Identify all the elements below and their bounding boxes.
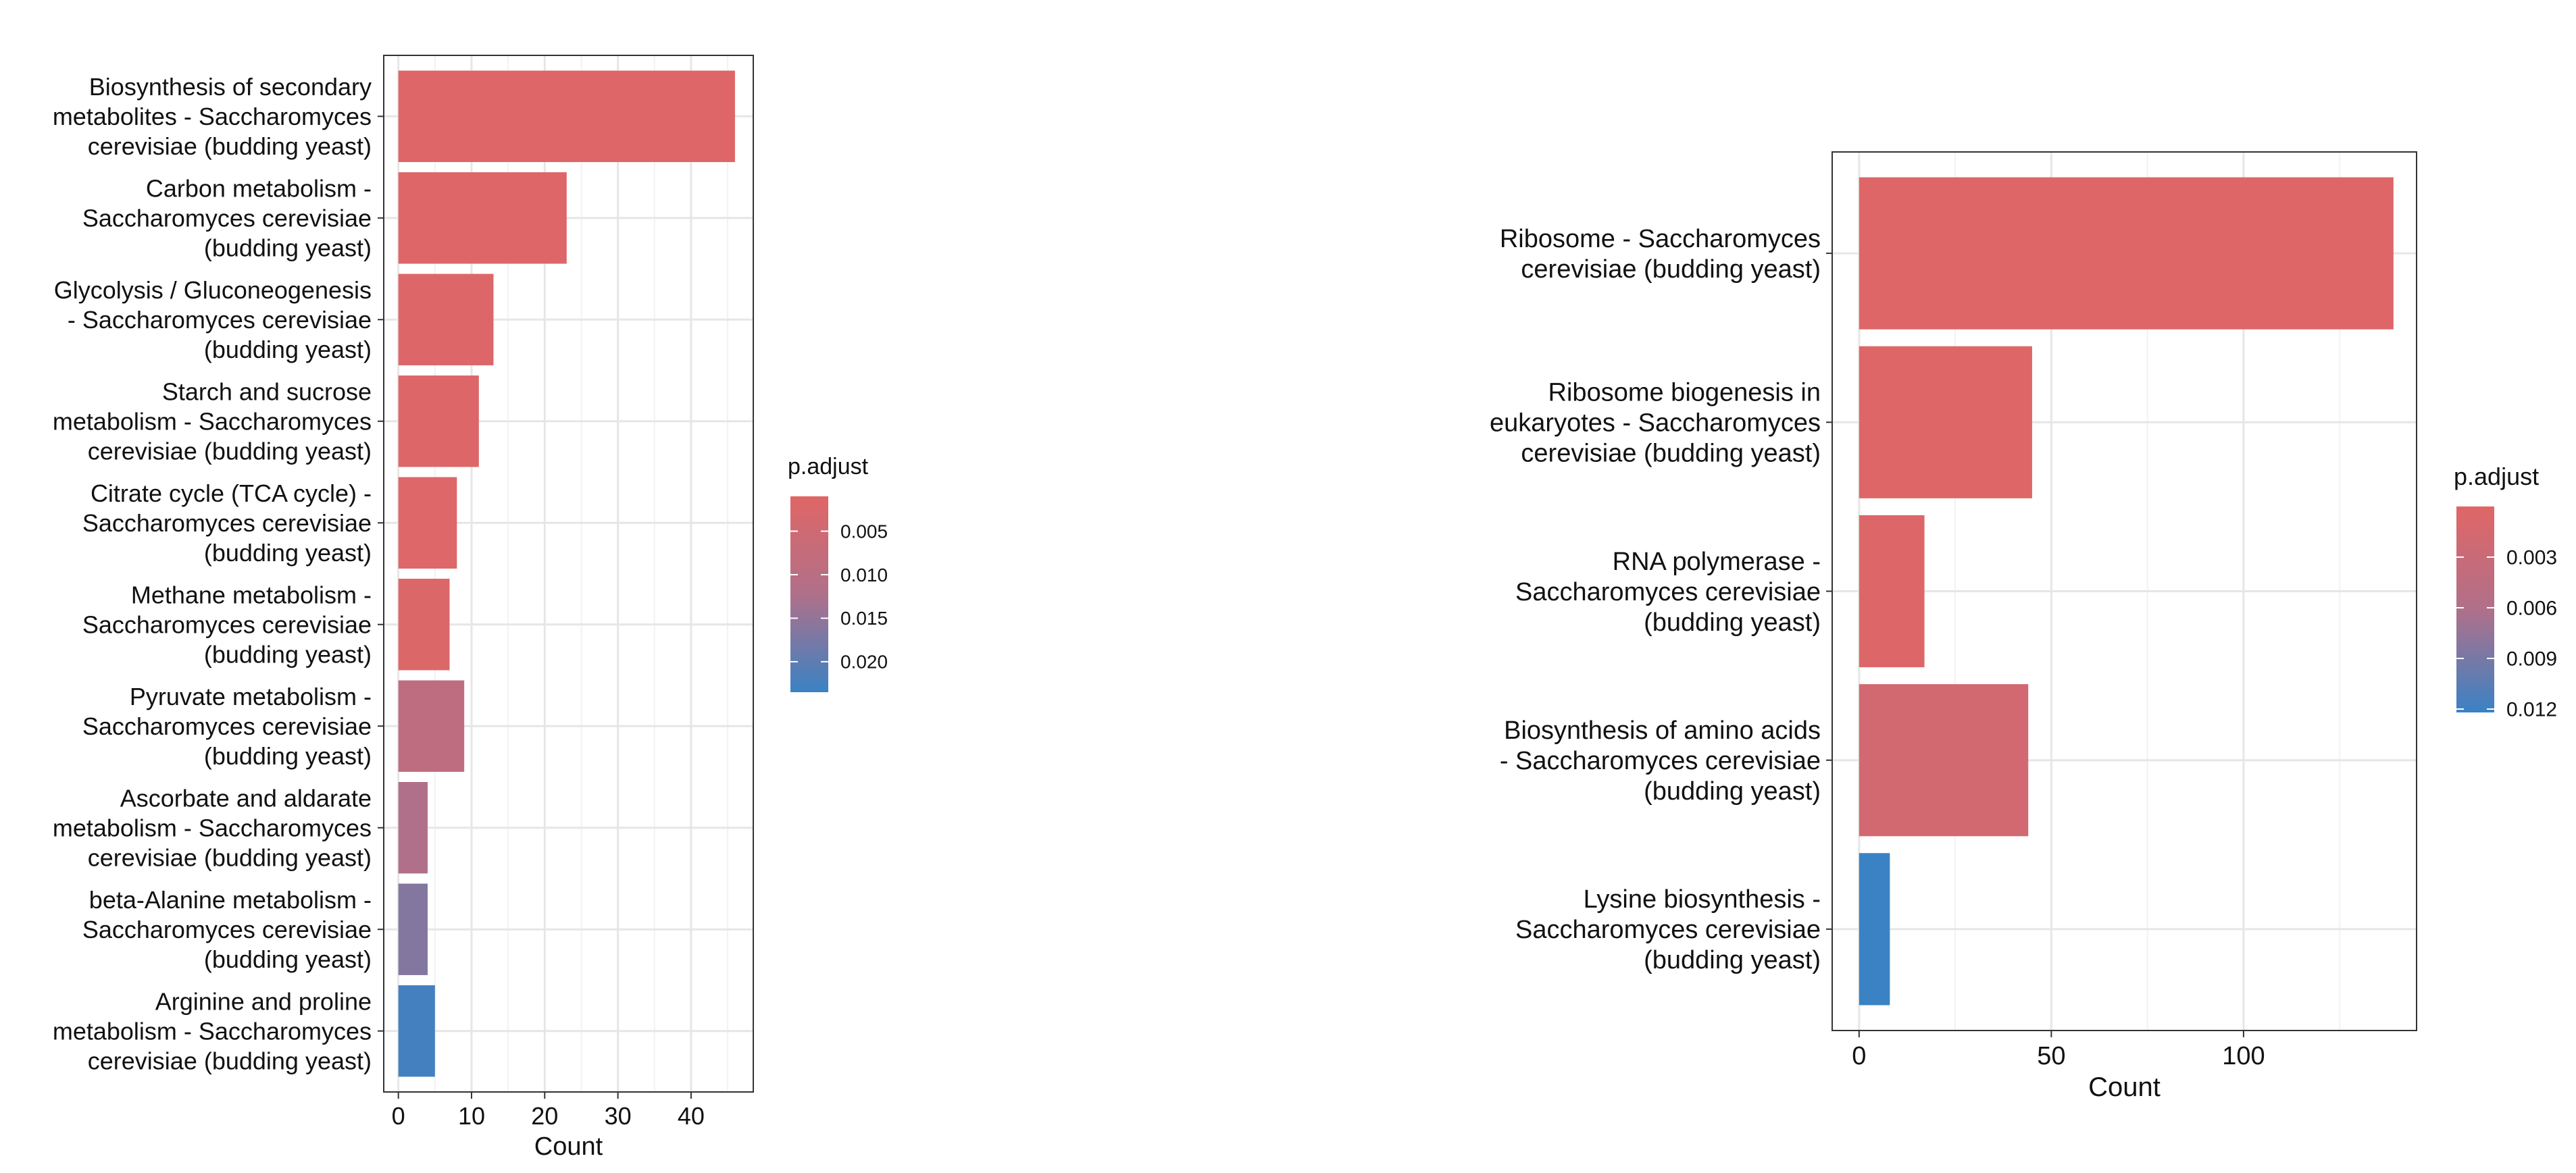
y-tick-label: Ribosome - Saccharomyces cerevisiae (budd… <box>1500 225 1821 284</box>
bar <box>398 172 567 264</box>
x-tick-label: 10 <box>458 1102 485 1130</box>
colorbar-tick-label: 0.012 <box>2506 699 2557 721</box>
y-tick-label: Biosynthesis of secondary metabolites - S… <box>53 73 372 160</box>
chart-1: Biosynthesis of secondary metabolites - S… <box>53 55 888 1161</box>
x-tick-label: 20 <box>531 1102 558 1130</box>
x-tick-label: 50 <box>2037 1042 2065 1070</box>
x-tick-label: 100 <box>2222 1042 2265 1070</box>
y-tick-label: Pyruvate metabolism -Saccharomyces cerev… <box>82 683 372 770</box>
bar <box>398 70 735 163</box>
colorbar <box>790 496 828 692</box>
y-tick-label: Methane metabolism -Saccharomyces cerevi… <box>82 581 372 668</box>
bar <box>398 985 435 1077</box>
legend-title: p.adjust <box>2454 463 2539 490</box>
y-tick-label: Glycolysis / Gluconeogenesis - Saccharomy… <box>54 276 372 363</box>
bar <box>1859 346 2032 498</box>
y-tick-label: beta-Alanine metabolism -Saccharomyces c… <box>82 886 372 973</box>
x-tick-label: 30 <box>605 1102 632 1130</box>
bar <box>1859 515 1925 668</box>
colorbar-tick-label: 0.005 <box>840 521 888 542</box>
bar <box>1859 853 1890 1006</box>
bar <box>1859 684 2029 837</box>
legend-title: p.adjust <box>788 454 869 479</box>
y-tick-label: RNA polymerase -Saccharomyces cerevisiae… <box>1515 548 1821 637</box>
colorbar-tick-label: 0.015 <box>840 608 888 629</box>
bar <box>398 477 457 569</box>
bar <box>398 782 428 874</box>
plot-border <box>383 55 754 1093</box>
colorbar <box>2456 506 2494 712</box>
colorbar-tick-label: 0.009 <box>2506 648 2557 671</box>
x-tick-label: 0 <box>1852 1042 1866 1070</box>
bar <box>398 375 479 467</box>
bar <box>1859 177 2394 330</box>
bar <box>398 883 428 975</box>
chart-2: Ribosome - Saccharomyces cerevisiae (budd… <box>1490 151 2557 1102</box>
y-tick-label: Citrate cycle (TCA cycle) -Saccharomyces… <box>82 479 372 567</box>
x-axis-title: Count <box>2088 1072 2161 1102</box>
y-tick-label: Ribosome biogenesis in eukaryotes - Sacch… <box>1490 379 1821 468</box>
bar <box>398 579 450 671</box>
colorbar-tick-label: 0.010 <box>840 565 888 585</box>
y-tick-label: Biosynthesis of amino acids - Saccharomyc… <box>1500 716 1821 806</box>
bar <box>398 680 465 772</box>
bar <box>398 273 494 365</box>
y-tick-label: Ascorbate and aldarate metabolism - Sacch… <box>53 784 372 871</box>
x-tick-label: 0 <box>392 1102 405 1130</box>
y-tick-label: Starch and sucrose metabolism - Saccharom… <box>53 377 372 465</box>
y-tick-label: Arginine and proline metabolism - Sacchar… <box>53 987 372 1074</box>
x-tick-label: 40 <box>678 1102 705 1130</box>
y-tick-label: Lysine biosynthesis -Saccharomyces cerev… <box>1515 885 1821 974</box>
x-axis-title: Count <box>534 1132 603 1161</box>
p-adjust-legend: p.adjust 0.003 0.006 0.009 0.012 <box>2454 463 2557 721</box>
y-tick-label: Carbon metabolism -Saccharomyces cerevis… <box>82 174 372 261</box>
colorbar-tick-label: 0.006 <box>2506 598 2557 620</box>
p-adjust-legend: p.adjust 0.005 0.010 0.015 0.020 <box>788 454 888 692</box>
colorbar-tick-label: 0.003 <box>2506 547 2557 569</box>
colorbar-tick-label: 0.020 <box>840 652 888 673</box>
